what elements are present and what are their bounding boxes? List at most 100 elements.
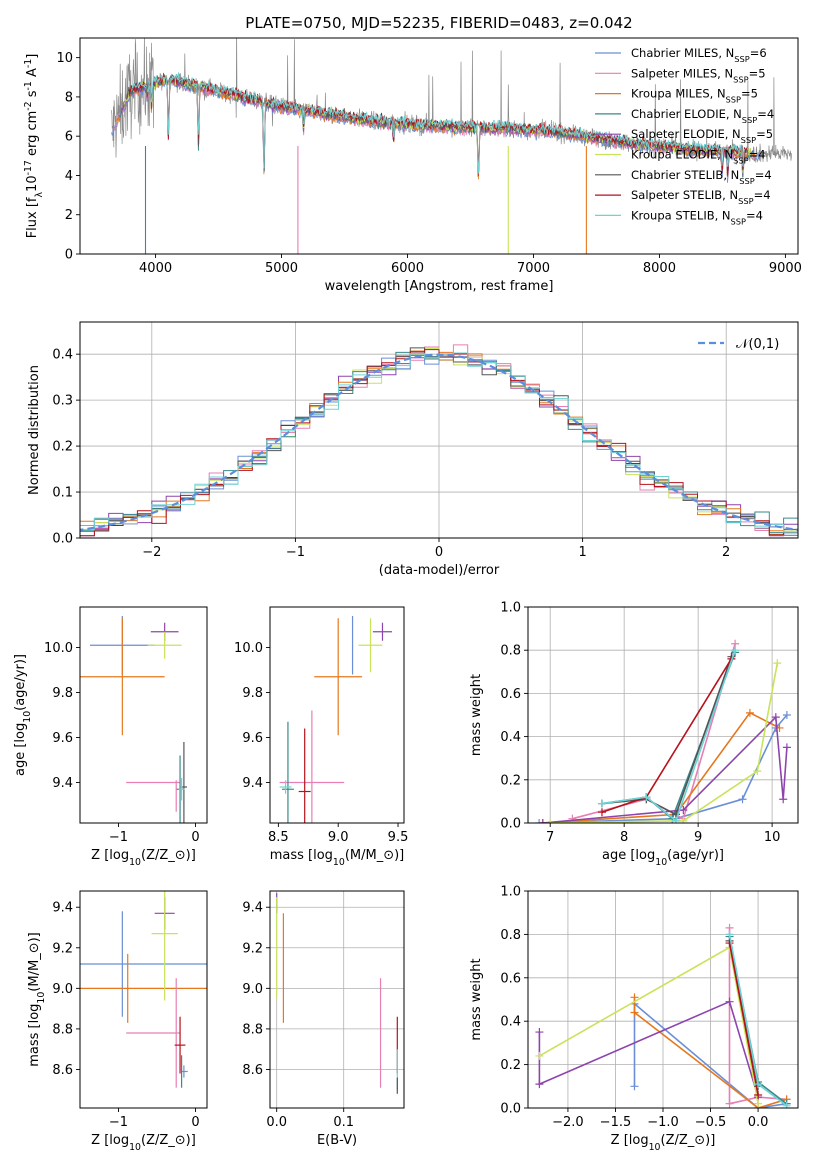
chart-weight_vs_Z: −2.0 −1.5 −1.0 −0.5 0.0 0.0 0.2 0.4 0.6 0.8 1.0 Z [… (469, 885, 799, 1153)
plot-area (270, 891, 404, 1108)
x-tick-label: −2.0 (552, 1115, 584, 1130)
y-tick-label: 0.3 (52, 394, 73, 409)
mass-weight-marker (779, 795, 788, 804)
mass-weight-marker (679, 816, 688, 823)
mass-weight-marker (535, 819, 544, 823)
mass-weight-marker (538, 819, 547, 823)
mass-weight-marker (535, 1080, 544, 1089)
histogram-step-line (80, 352, 798, 533)
x-tick-label: −0.5 (695, 1115, 727, 1130)
y-tick-label: 4 (65, 169, 73, 184)
y-tick-label: 0.2 (52, 440, 73, 455)
legend-entry: Salpeter MILES, NSSP=5 (631, 66, 766, 84)
mass-weight-marker (731, 646, 740, 655)
y-tick-label: 9.8 (242, 686, 263, 701)
mass-weight-line (601, 658, 733, 813)
mass-weight-marker (671, 816, 680, 823)
legend-entry: Chabrier STELIB, NSSP=4 (631, 168, 772, 186)
y-tick-label: 8.6 (52, 1063, 73, 1078)
mass-weight-line (633, 1002, 787, 1108)
x-tick-label: 0.0 (266, 1115, 287, 1130)
chart-residuals: −2 −1 0 1 2 0.0 0.1 0.2 0.3 0.4 (data-model)/error… (27, 321, 799, 578)
x-tick-label: 2 (722, 545, 730, 560)
y-axis-label: mass [log10(M/M_⊙)] (27, 932, 47, 1067)
y-tick-label: 6 (65, 130, 73, 145)
mass-weight-marker (642, 793, 651, 802)
y-tick-label: 0.2 (500, 1058, 521, 1073)
axes-frame (79, 890, 208, 1109)
chart-mass_vs_ebv: 0.0 0.1 8.6 8.8 9.0 9.2 9.4 E(B-V) (242, 890, 405, 1148)
y-tick-label: 0.4 (52, 348, 73, 363)
axes-frame (79, 37, 799, 255)
x-tick-label: 0 (191, 830, 199, 845)
mass-weight-line (633, 997, 787, 1108)
y-tick-label: 0.4 (500, 730, 521, 745)
y-tick-label: 9.8 (52, 686, 73, 701)
y-tick-label: 9.4 (52, 901, 73, 916)
mass-weight-line (601, 656, 733, 816)
mass-weight-marker (754, 1090, 763, 1099)
mass-weight-marker (753, 767, 762, 776)
legend-entry: 𝒩(0,1) (736, 337, 779, 352)
mass-weight-marker (597, 808, 606, 817)
y-tick-label: 0.8 (500, 644, 521, 659)
y-axis-label: Normed distribution (27, 365, 42, 495)
normal-pdf-curve (80, 353, 798, 532)
x-axis-label: E(B-V) (317, 1133, 357, 1148)
mass-weight-marker (630, 1008, 639, 1017)
y-tick-label: 0.0 (500, 817, 521, 832)
x-tick-label: −2 (142, 545, 161, 560)
x-tick-label: 0 (191, 1115, 199, 1130)
model-spectrum-line (131, 72, 745, 174)
mass-weight-line (728, 927, 787, 1105)
chart-title: PLATE=0750, MJD=52235, FIBERID=0483, z=0… (245, 14, 632, 32)
plot-area (279, 616, 393, 823)
plot-area (80, 891, 207, 1088)
y-axis-label: mass weight (469, 674, 484, 756)
y-tick-label: 8.6 (242, 1063, 263, 1078)
x-tick-label: −1.0 (647, 1115, 679, 1130)
y-tick-label: 0.0 (500, 1102, 521, 1117)
chart-age_vs_mass: 8.5 9.0 9.5 9.4 9.6 9.8 10.0 mass [log10(M/M_⊙)… (234, 606, 408, 868)
chart-age_vs_Z: −1 0 9.4 9.6 9.8 10.0 Z [log10(Z/Z_⊙)] age [log… (13, 606, 208, 868)
axes-frame (79, 321, 799, 539)
mass-weight-marker (725, 1099, 734, 1108)
x-tick-label: 9.0 (328, 830, 349, 845)
y-tick-label: 0 (65, 248, 73, 263)
y-tick-label: 1.0 (500, 885, 521, 900)
legend-entry: Kroupa ELODIE, NSSP=4 (631, 148, 766, 166)
x-tick-label: 8.5 (268, 830, 289, 845)
mass-weight-line (728, 942, 759, 1096)
x-axis-label: Z [log10(Z/Z_⊙)] (611, 1133, 716, 1153)
mass-weight-line (601, 652, 736, 821)
legend-entry: Chabrier ELODIE, NSSP=4 (631, 107, 774, 125)
x-tick-label: 8000 (643, 261, 676, 276)
plot-area (80, 616, 187, 823)
mass-weight-marker (535, 1028, 544, 1037)
y-tick-label: 0.2 (500, 773, 521, 788)
mass-weight-marker (754, 1099, 763, 1108)
model-spectrum-line (128, 74, 747, 177)
x-tick-label: −1.5 (600, 1115, 632, 1130)
x-tick-label: −1 (109, 1115, 128, 1130)
x-tick-label: 1 (578, 545, 586, 560)
legend-entry: Kroupa STELIB, NSSP=4 (631, 208, 763, 226)
mass-weight-marker (546, 819, 555, 823)
y-tick-label: 10.0 (44, 641, 73, 656)
y-tick-label: 1.0 (500, 601, 521, 616)
y-tick-label: 9.0 (52, 982, 73, 997)
x-tick-label: 7 (546, 830, 554, 845)
x-tick-label: 4000 (139, 261, 172, 276)
axes-frame (269, 606, 405, 824)
mass-weight-marker (738, 795, 747, 804)
x-axis-label: age [log10(age/yr)] (602, 848, 724, 868)
chart-weight_vs_age: 7 8 9 10 0.0 0.2 0.4 0.6 0.8 1.0 age [log10(age/yr… (469, 601, 799, 868)
plot-area (528, 607, 798, 823)
x-tick-label: −1 (286, 545, 305, 560)
y-tick-label: 9.2 (52, 941, 73, 956)
y-tick-label: 9.2 (242, 941, 263, 956)
x-tick-label: 7000 (517, 261, 550, 276)
x-axis-label: Z [log10(Z/Z_⊙)] (91, 1133, 196, 1153)
axes-frame (269, 890, 405, 1109)
